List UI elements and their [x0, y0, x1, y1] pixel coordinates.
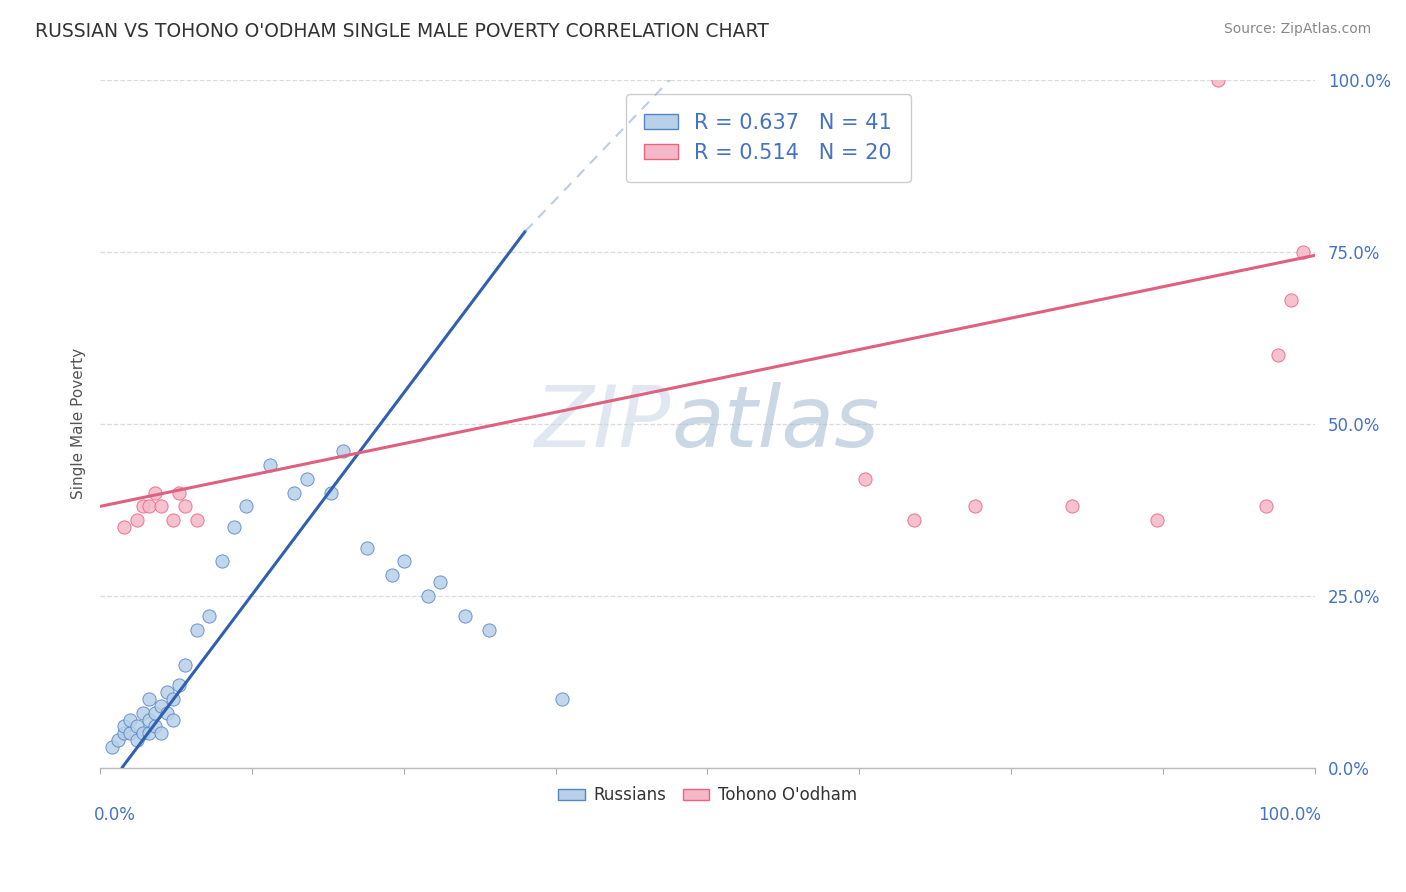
Point	[429, 574, 451, 589]
Point	[1279, 293, 1302, 307]
Point	[198, 609, 221, 624]
Point	[149, 726, 172, 740]
Point	[149, 500, 172, 514]
Legend: Russians, Tohono O'odham: Russians, Tohono O'odham	[551, 780, 863, 811]
Text: 100.0%: 100.0%	[1258, 805, 1320, 823]
Point	[186, 623, 208, 637]
Point	[143, 719, 166, 733]
Point	[1267, 348, 1289, 362]
Point	[156, 706, 179, 720]
Point	[112, 719, 135, 733]
Point	[156, 685, 179, 699]
Text: ZIP: ZIP	[534, 383, 671, 466]
Point	[131, 500, 153, 514]
Point	[356, 541, 378, 555]
Point	[1256, 500, 1278, 514]
Point	[1206, 73, 1229, 87]
Point	[107, 733, 129, 747]
Point	[392, 554, 415, 568]
Point	[131, 726, 153, 740]
Point	[186, 513, 208, 527]
Point	[162, 692, 184, 706]
Point	[125, 719, 148, 733]
Point	[112, 520, 135, 534]
Point	[167, 678, 190, 692]
Point	[211, 554, 233, 568]
Point	[332, 444, 354, 458]
Point	[138, 500, 160, 514]
Point	[112, 726, 135, 740]
Point	[853, 472, 876, 486]
Point	[174, 657, 197, 672]
Point	[222, 520, 245, 534]
Point	[167, 485, 190, 500]
Point	[259, 458, 281, 472]
Point	[1291, 244, 1313, 259]
Point	[1060, 500, 1083, 514]
Point	[319, 485, 342, 500]
Point	[143, 485, 166, 500]
Point	[295, 472, 318, 486]
Text: 0.0%: 0.0%	[94, 805, 136, 823]
Point	[120, 713, 142, 727]
Point	[478, 623, 501, 637]
Point	[551, 692, 574, 706]
Point	[162, 713, 184, 727]
Point	[101, 740, 124, 755]
Point	[125, 733, 148, 747]
Point	[138, 713, 160, 727]
Point	[381, 568, 404, 582]
Point	[453, 609, 475, 624]
Text: RUSSIAN VS TOHONO O'ODHAM SINGLE MALE POVERTY CORRELATION CHART: RUSSIAN VS TOHONO O'ODHAM SINGLE MALE PO…	[35, 22, 769, 41]
Point	[162, 513, 184, 527]
Point	[235, 500, 257, 514]
Point	[131, 706, 153, 720]
Point	[125, 513, 148, 527]
Point	[963, 500, 986, 514]
Point	[416, 589, 439, 603]
Text: atlas: atlas	[671, 383, 879, 466]
Point	[143, 706, 166, 720]
Text: Source: ZipAtlas.com: Source: ZipAtlas.com	[1223, 22, 1371, 37]
Point	[149, 698, 172, 713]
Point	[1146, 513, 1168, 527]
Point	[283, 485, 305, 500]
Point	[903, 513, 925, 527]
Y-axis label: Single Male Poverty: Single Male Poverty	[72, 348, 86, 500]
Point	[138, 692, 160, 706]
Point	[120, 726, 142, 740]
Point	[174, 500, 197, 514]
Point	[138, 726, 160, 740]
